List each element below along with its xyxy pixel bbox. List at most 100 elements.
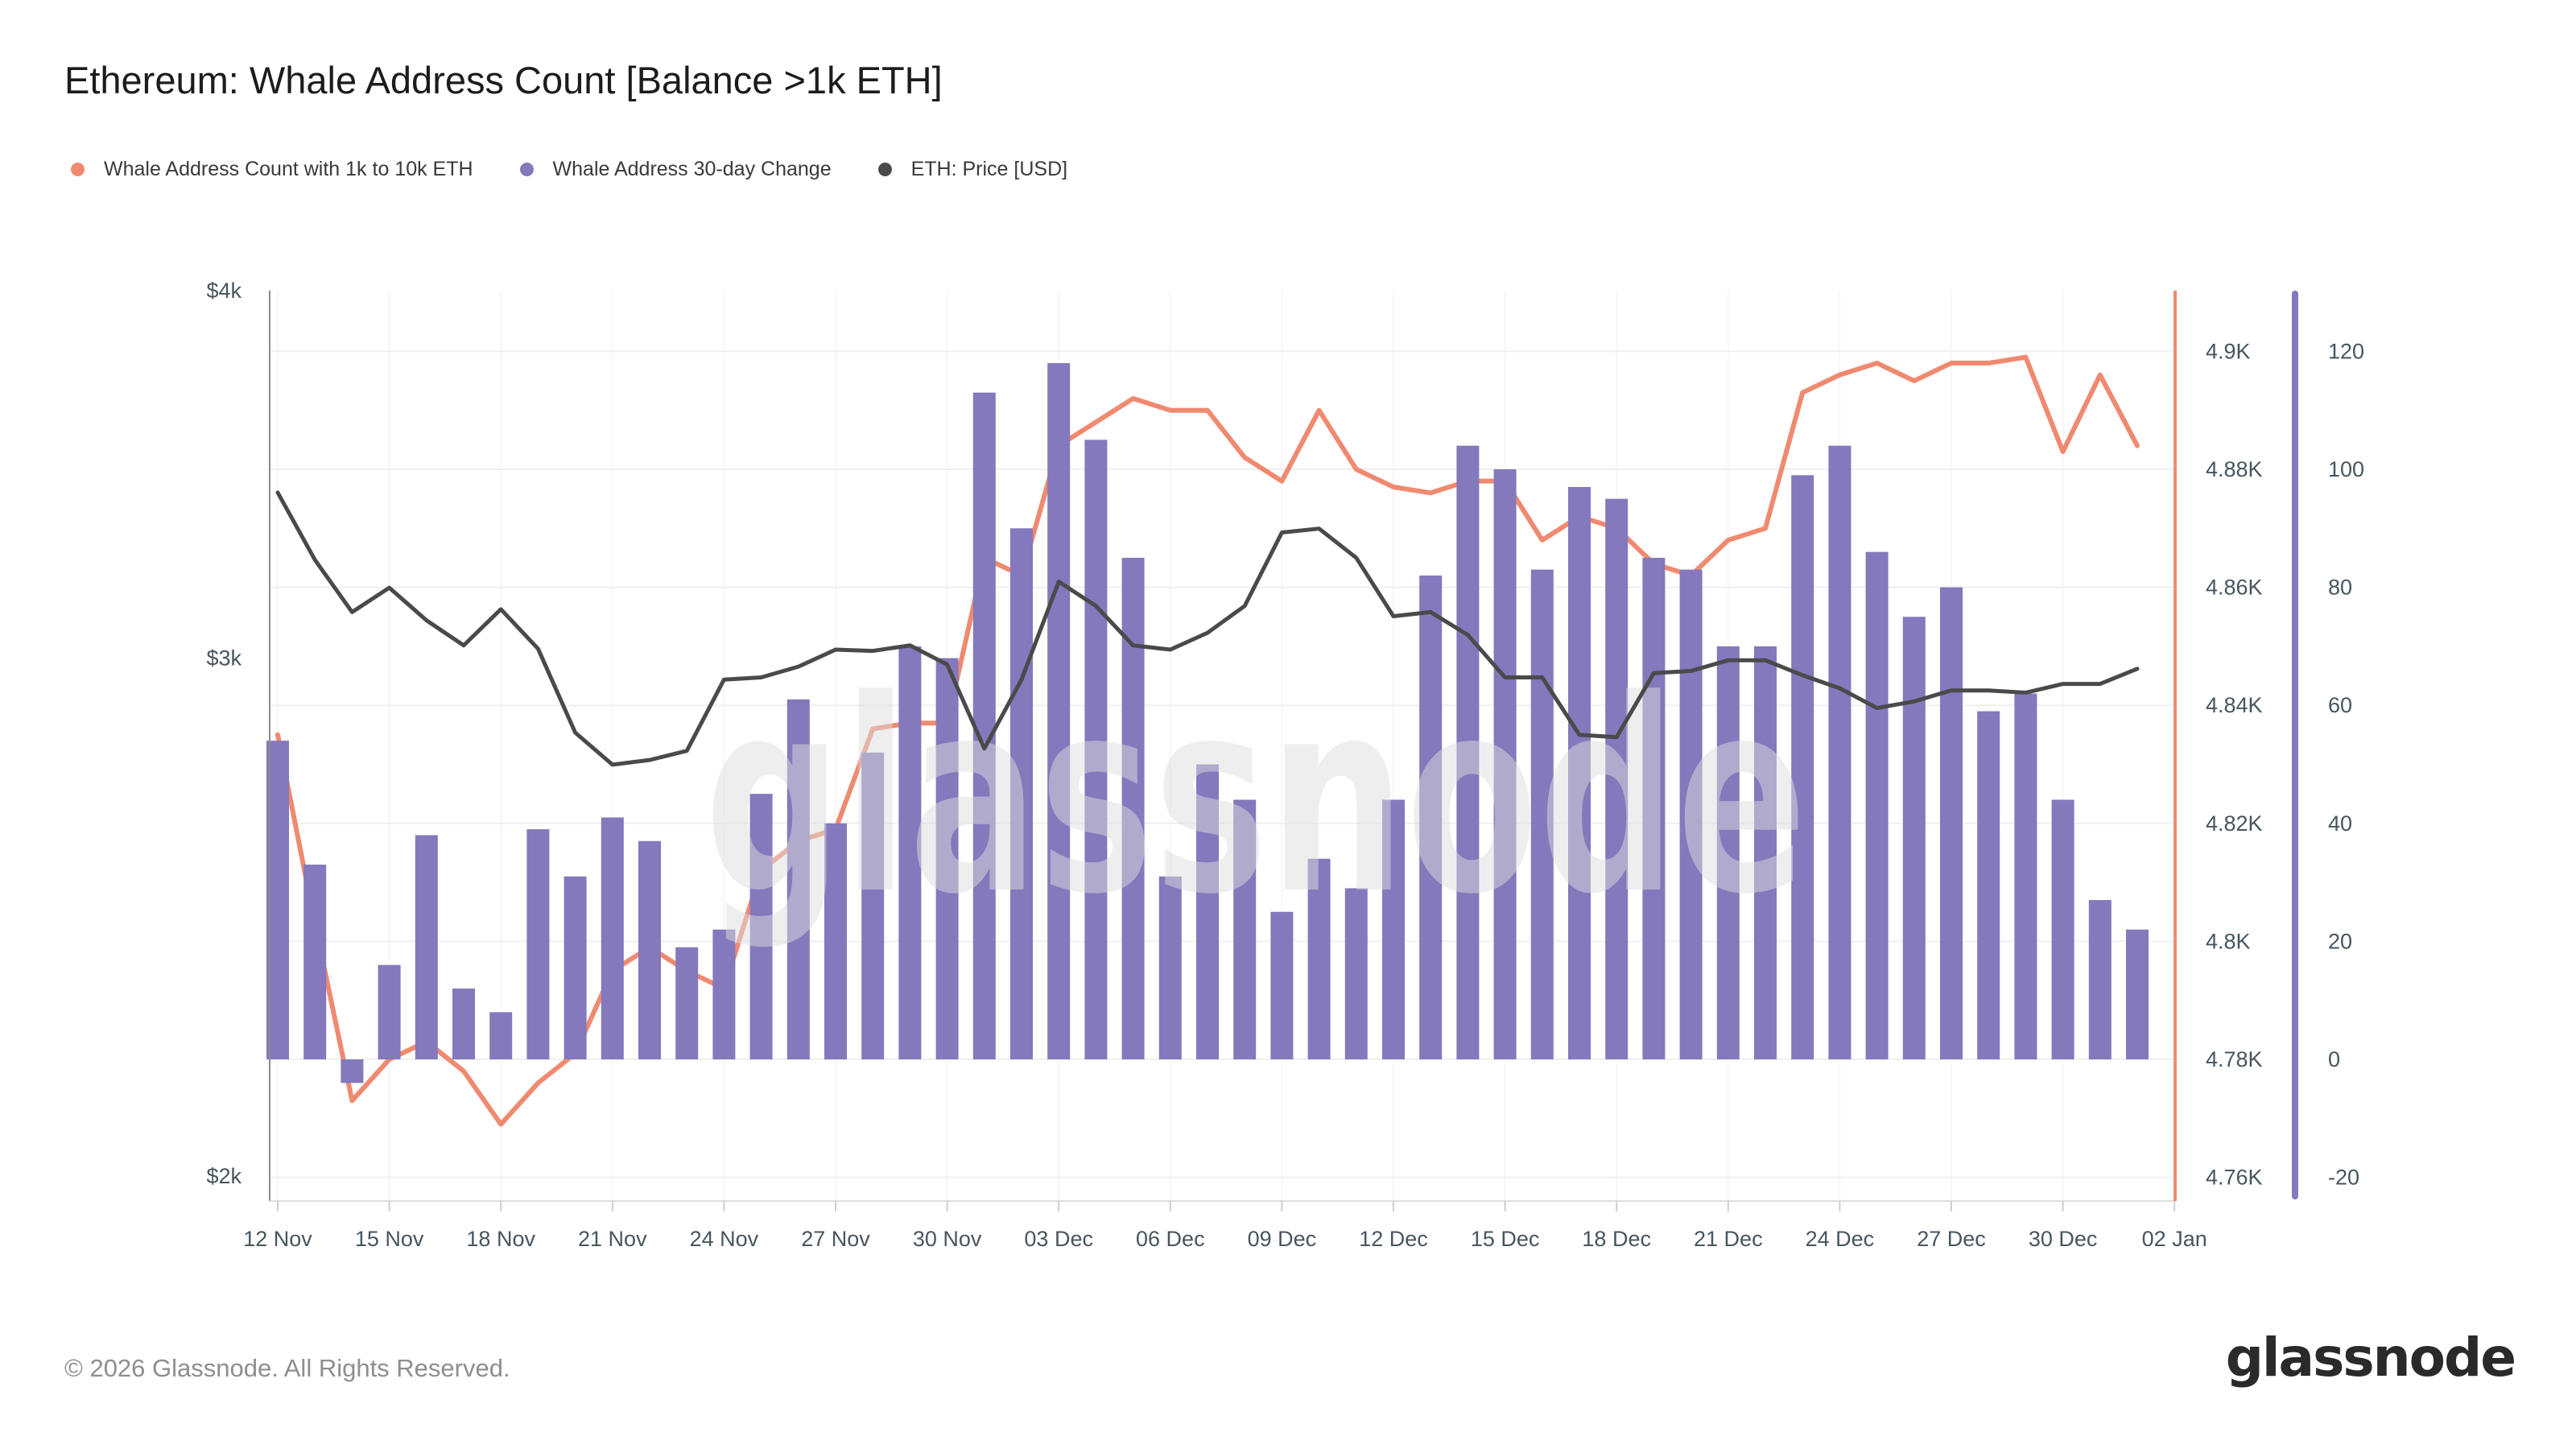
x-axis-tick-label: 24 Dec bbox=[1806, 1227, 1875, 1251]
bar[interactable] bbox=[341, 1059, 364, 1084]
x-axis-tick-label: 27 Nov bbox=[801, 1227, 870, 1251]
bar[interactable] bbox=[712, 929, 736, 1059]
legend: Whale Address Count with 1k to 10k ETH Wh… bbox=[71, 158, 1067, 181]
x-axis-tick-label: 15 Dec bbox=[1471, 1227, 1540, 1251]
price-axis-tick-label: $3k bbox=[206, 646, 242, 671]
bar[interactable] bbox=[2088, 900, 2112, 1059]
bar[interactable] bbox=[1530, 569, 1554, 1059]
bar[interactable] bbox=[638, 840, 661, 1059]
x-axis-tick-label: 21 Nov bbox=[578, 1227, 647, 1251]
bar[interactable] bbox=[1382, 799, 1405, 1059]
bar[interactable] bbox=[1344, 888, 1368, 1059]
x-axis-tick-label: 06 Dec bbox=[1136, 1227, 1205, 1251]
bar[interactable] bbox=[1642, 557, 1666, 1059]
bar[interactable] bbox=[1047, 363, 1071, 1059]
bar[interactable] bbox=[1828, 445, 1852, 1059]
bar[interactable] bbox=[378, 964, 401, 1059]
bar[interactable] bbox=[1084, 440, 1108, 1059]
change-axis-tick-label: 40 bbox=[2328, 811, 2352, 836]
x-axis-tick-label: 30 Dec bbox=[2029, 1227, 2098, 1251]
bar[interactable] bbox=[1865, 551, 1889, 1059]
count-axis-tick-label: 4.82K bbox=[2206, 811, 2263, 836]
x-axis-tick-label: 24 Nov bbox=[690, 1227, 759, 1251]
legend-label: Whale Address Count with 1k to 10k ETH bbox=[104, 158, 473, 180]
bar[interactable] bbox=[1196, 764, 1219, 1060]
bar[interactable] bbox=[1270, 911, 1294, 1059]
bar[interactable] bbox=[303, 865, 327, 1059]
bar[interactable] bbox=[1977, 711, 2000, 1059]
bar[interactable] bbox=[1233, 799, 1257, 1059]
change-axis-tick-label: 100 bbox=[2328, 457, 2364, 481]
bar[interactable] bbox=[786, 699, 810, 1059]
count-axis-tick-label: 4.84K bbox=[2206, 693, 2263, 717]
bar[interactable] bbox=[1791, 475, 1814, 1059]
change-axis-tick-label: 80 bbox=[2328, 576, 2352, 600]
count-axis-tick-label: 4.78K bbox=[2206, 1047, 2263, 1071]
bar[interactable] bbox=[675, 947, 699, 1059]
legend-item-whale-address-30d-change[interactable]: Whale Address 30-day Change bbox=[519, 158, 832, 181]
bar[interactable] bbox=[861, 752, 885, 1059]
eth-price-dot-icon bbox=[877, 163, 892, 176]
page-title: Ethereum: Whale Address Count [Balance >… bbox=[64, 59, 943, 101]
bar[interactable] bbox=[1679, 569, 1703, 1059]
bar[interactable] bbox=[1902, 617, 1926, 1059]
x-axis-tick-label: 18 Nov bbox=[466, 1227, 535, 1251]
x-axis-tick-label: 12 Nov bbox=[243, 1227, 312, 1251]
bar[interactable] bbox=[564, 876, 587, 1059]
change-axis-tick-label: 60 bbox=[2328, 693, 2352, 717]
bar[interactable] bbox=[1158, 876, 1182, 1059]
bar[interactable] bbox=[1419, 575, 1443, 1059]
bar[interactable] bbox=[2126, 929, 2149, 1059]
price-axis-tick-label: $2k bbox=[206, 1164, 242, 1188]
change-axis-tick-label: 20 bbox=[2328, 929, 2352, 953]
bar[interactable] bbox=[1456, 445, 1480, 1059]
bar[interactable] bbox=[935, 658, 959, 1059]
legend-label: ETH: Price [USD] bbox=[910, 158, 1068, 180]
x-axis-tick-label: 30 Nov bbox=[913, 1227, 982, 1251]
bar[interactable] bbox=[1568, 486, 1591, 1059]
bar[interactable] bbox=[898, 646, 922, 1059]
bar[interactable] bbox=[1493, 469, 1517, 1059]
x-axis-tick-label: 21 Dec bbox=[1694, 1227, 1763, 1251]
whale-count-line[interactable] bbox=[275, 354, 2140, 1127]
bar[interactable] bbox=[526, 829, 550, 1059]
x-axis-tick-label: 02 Jan bbox=[2142, 1227, 2207, 1251]
x-axis-tick-label: 18 Dec bbox=[1582, 1227, 1651, 1251]
bar[interactable] bbox=[1010, 528, 1033, 1059]
bar[interactable] bbox=[1754, 646, 1777, 1059]
change-axis-tick-label: -20 bbox=[2328, 1166, 2359, 1190]
bar[interactable] bbox=[489, 1012, 513, 1059]
change-axis-tick-label: 120 bbox=[2328, 339, 2364, 363]
whale-address-count-dot-icon bbox=[71, 163, 85, 176]
bar[interactable] bbox=[601, 817, 624, 1059]
whale-address-30d-change-dot-icon bbox=[519, 163, 534, 176]
bar[interactable] bbox=[824, 823, 847, 1059]
x-axis-tick-label: 09 Dec bbox=[1248, 1227, 1317, 1251]
bar[interactable] bbox=[1605, 498, 1629, 1059]
bar[interactable] bbox=[972, 392, 996, 1060]
bar[interactable] bbox=[1940, 587, 1963, 1059]
bar[interactable] bbox=[415, 835, 438, 1059]
glassnode-logo: glassnode bbox=[2225, 1327, 2516, 1389]
bar[interactable] bbox=[1307, 858, 1331, 1059]
change-axis-tick-label: 0 bbox=[2328, 1047, 2340, 1071]
x-axis-tick-label: 27 Dec bbox=[1917, 1227, 1986, 1251]
bar[interactable] bbox=[2014, 693, 2037, 1059]
eth-price-line[interactable] bbox=[275, 490, 2140, 767]
bar[interactable] bbox=[452, 989, 475, 1059]
bar[interactable] bbox=[2051, 799, 2074, 1059]
x-axis-tick-label: 12 Dec bbox=[1359, 1227, 1428, 1251]
bar[interactable] bbox=[1716, 646, 1740, 1059]
legend-item-whale-address-count[interactable]: Whale Address Count with 1k to 10k ETH bbox=[71, 158, 473, 181]
x-axis-tick-label: 15 Nov bbox=[355, 1227, 424, 1251]
bar[interactable] bbox=[1121, 557, 1145, 1059]
count-axis-tick-label: 4.8K bbox=[2206, 929, 2251, 953]
bar[interactable] bbox=[749, 794, 773, 1059]
legend-label: Whale Address 30-day Change bbox=[552, 158, 832, 180]
legend-item-eth-price[interactable]: ETH: Price [USD] bbox=[877, 158, 1068, 181]
count-axis-tick-label: 4.88K bbox=[2206, 457, 2263, 481]
count-axis-tick-label: 4.9K bbox=[2206, 339, 2251, 363]
watermark: glassnode bbox=[704, 643, 1807, 952]
